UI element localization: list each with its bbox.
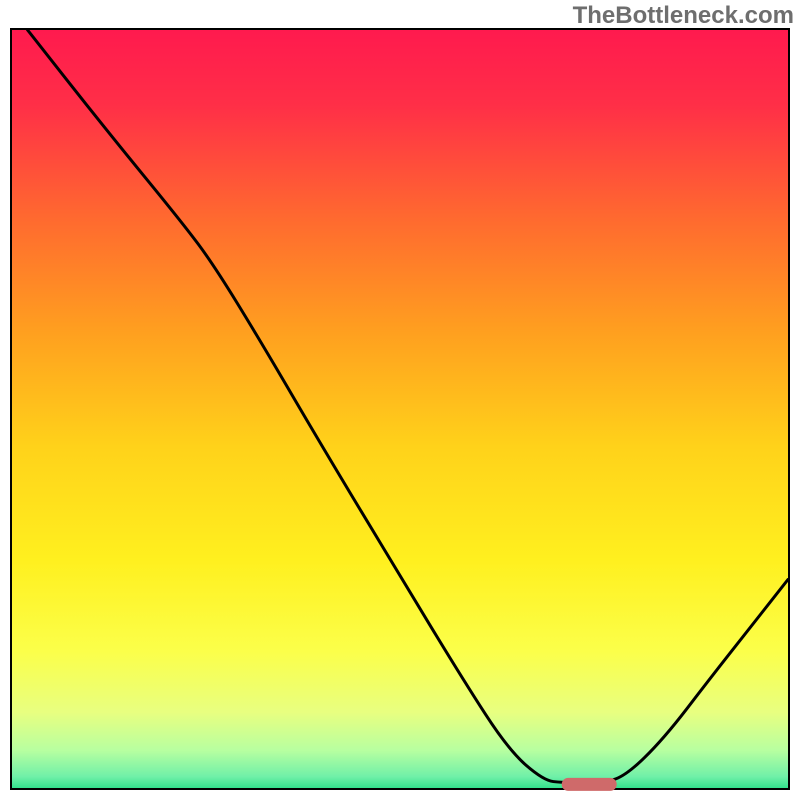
optimal-marker — [562, 778, 617, 790]
bottleneck-curve — [12, 30, 788, 788]
curve-path — [28, 30, 788, 783]
watermark-text: TheBottleneck.com — [573, 2, 794, 30]
chart-container: TheBottleneck.com — [0, 0, 800, 800]
plot-area — [10, 28, 790, 790]
